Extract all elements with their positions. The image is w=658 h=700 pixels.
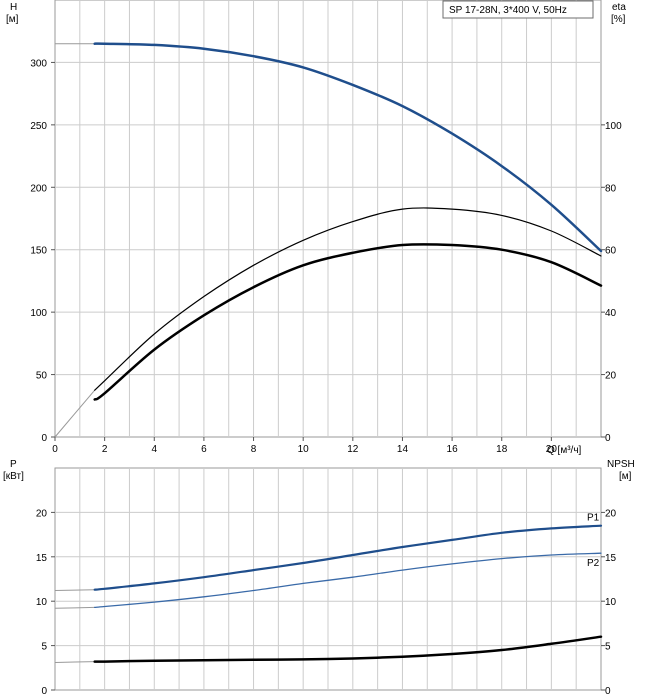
head-efficiency-chart: 0 50 100 150 200 250 300 0 20 40 60 80 100 0 2 4 6 8 10 12 1…	[6, 0, 626, 456]
bottom-left-axis-title-p: P	[10, 459, 17, 470]
top-left-axis-title-h: H	[10, 2, 17, 13]
x-tick-label: 2	[102, 444, 108, 455]
right-tick-label: 20	[605, 508, 617, 519]
legend-box	[442, 0, 594, 19]
series-curve	[93, 42, 603, 253]
bottom-right-axis-unit: [м]	[619, 471, 632, 482]
series-curve	[93, 635, 603, 663]
left-tick-label: 0	[41, 433, 47, 444]
x-tick-label: 12	[347, 444, 359, 455]
right-tick-label: 5	[605, 642, 611, 653]
x-tick-label: 8	[251, 444, 257, 455]
left-tick-label: 0	[41, 686, 47, 697]
right-tick-label: 15	[605, 553, 617, 564]
power-npsh-chart: P1 P2 0 5 10 15 20 0 5 10 15 20 P [кВт] NPSH [м]	[3, 459, 635, 697]
right-tick-label: 60	[605, 246, 617, 257]
curve-extrapolation	[54, 661, 95, 663]
left-tick-label: 200	[30, 183, 47, 194]
top-right-axis-title: eta	[612, 2, 626, 13]
right-tick-label: 0	[605, 686, 611, 697]
right-tick-label: 80	[605, 183, 617, 194]
series-curve	[93, 524, 603, 591]
left-tick-label: 150	[30, 246, 47, 257]
curve-extrapolation	[54, 389, 96, 438]
right-tick-label: 40	[605, 308, 617, 319]
left-tick-label: 5	[41, 642, 47, 653]
bottom-curves: P1 P2	[54, 513, 603, 663]
series-curve	[94, 207, 602, 391]
right-tick-label: 10	[605, 597, 617, 608]
series-curve	[93, 242, 603, 401]
x-tick-label: 6	[201, 444, 207, 455]
right-tick-label: 0	[605, 433, 611, 444]
left-tick-label: 250	[30, 121, 47, 132]
x-tick-label: 18	[496, 444, 508, 455]
x-tick-label: 0	[52, 444, 58, 455]
left-tick-label: 20	[36, 508, 48, 519]
curve-extrapolation	[54, 589, 95, 591]
left-tick-label: 100	[30, 308, 47, 319]
top-curves	[54, 42, 603, 438]
x-tick-label: 10	[298, 444, 310, 455]
top-ticks: 0 50 100 150 200 250 300 0 20 40 60 80 100 0 2 4 6 8 10 12 1…	[30, 58, 622, 455]
left-tick-label: 50	[36, 371, 48, 382]
x-tick-label: 16	[447, 444, 459, 455]
x-axis-label: Q [м³/ч]	[547, 445, 582, 456]
top-right-axis-unit: [%]	[611, 14, 626, 25]
left-tick-label: 15	[36, 553, 48, 564]
series-label: P2	[587, 558, 600, 569]
curve-extrapolation	[54, 606, 95, 609]
bottom-ticks: 0 5 10 15 20 0 5 10 15 20	[36, 508, 617, 697]
x-tick-label: 4	[151, 444, 157, 455]
series-curve	[94, 552, 602, 609]
series-label: P1	[587, 513, 600, 524]
top-left-axis-unit: [м]	[6, 14, 19, 25]
bottom-left-axis-unit: [кВт]	[3, 471, 24, 482]
x-tick-label: 20	[546, 444, 558, 455]
legend-box-text: SP 17-28N, 3*400 V, 50Hz	[449, 5, 567, 16]
x-tick-label: 14	[397, 444, 409, 455]
top-grid	[55, 0, 601, 437]
left-tick-label: 10	[36, 597, 48, 608]
bottom-grid	[55, 468, 601, 690]
right-tick-label: 20	[605, 371, 617, 382]
bottom-right-axis-title: NPSH	[607, 459, 635, 470]
right-tick-label: 100	[605, 121, 622, 132]
left-tick-label: 300	[30, 58, 47, 69]
